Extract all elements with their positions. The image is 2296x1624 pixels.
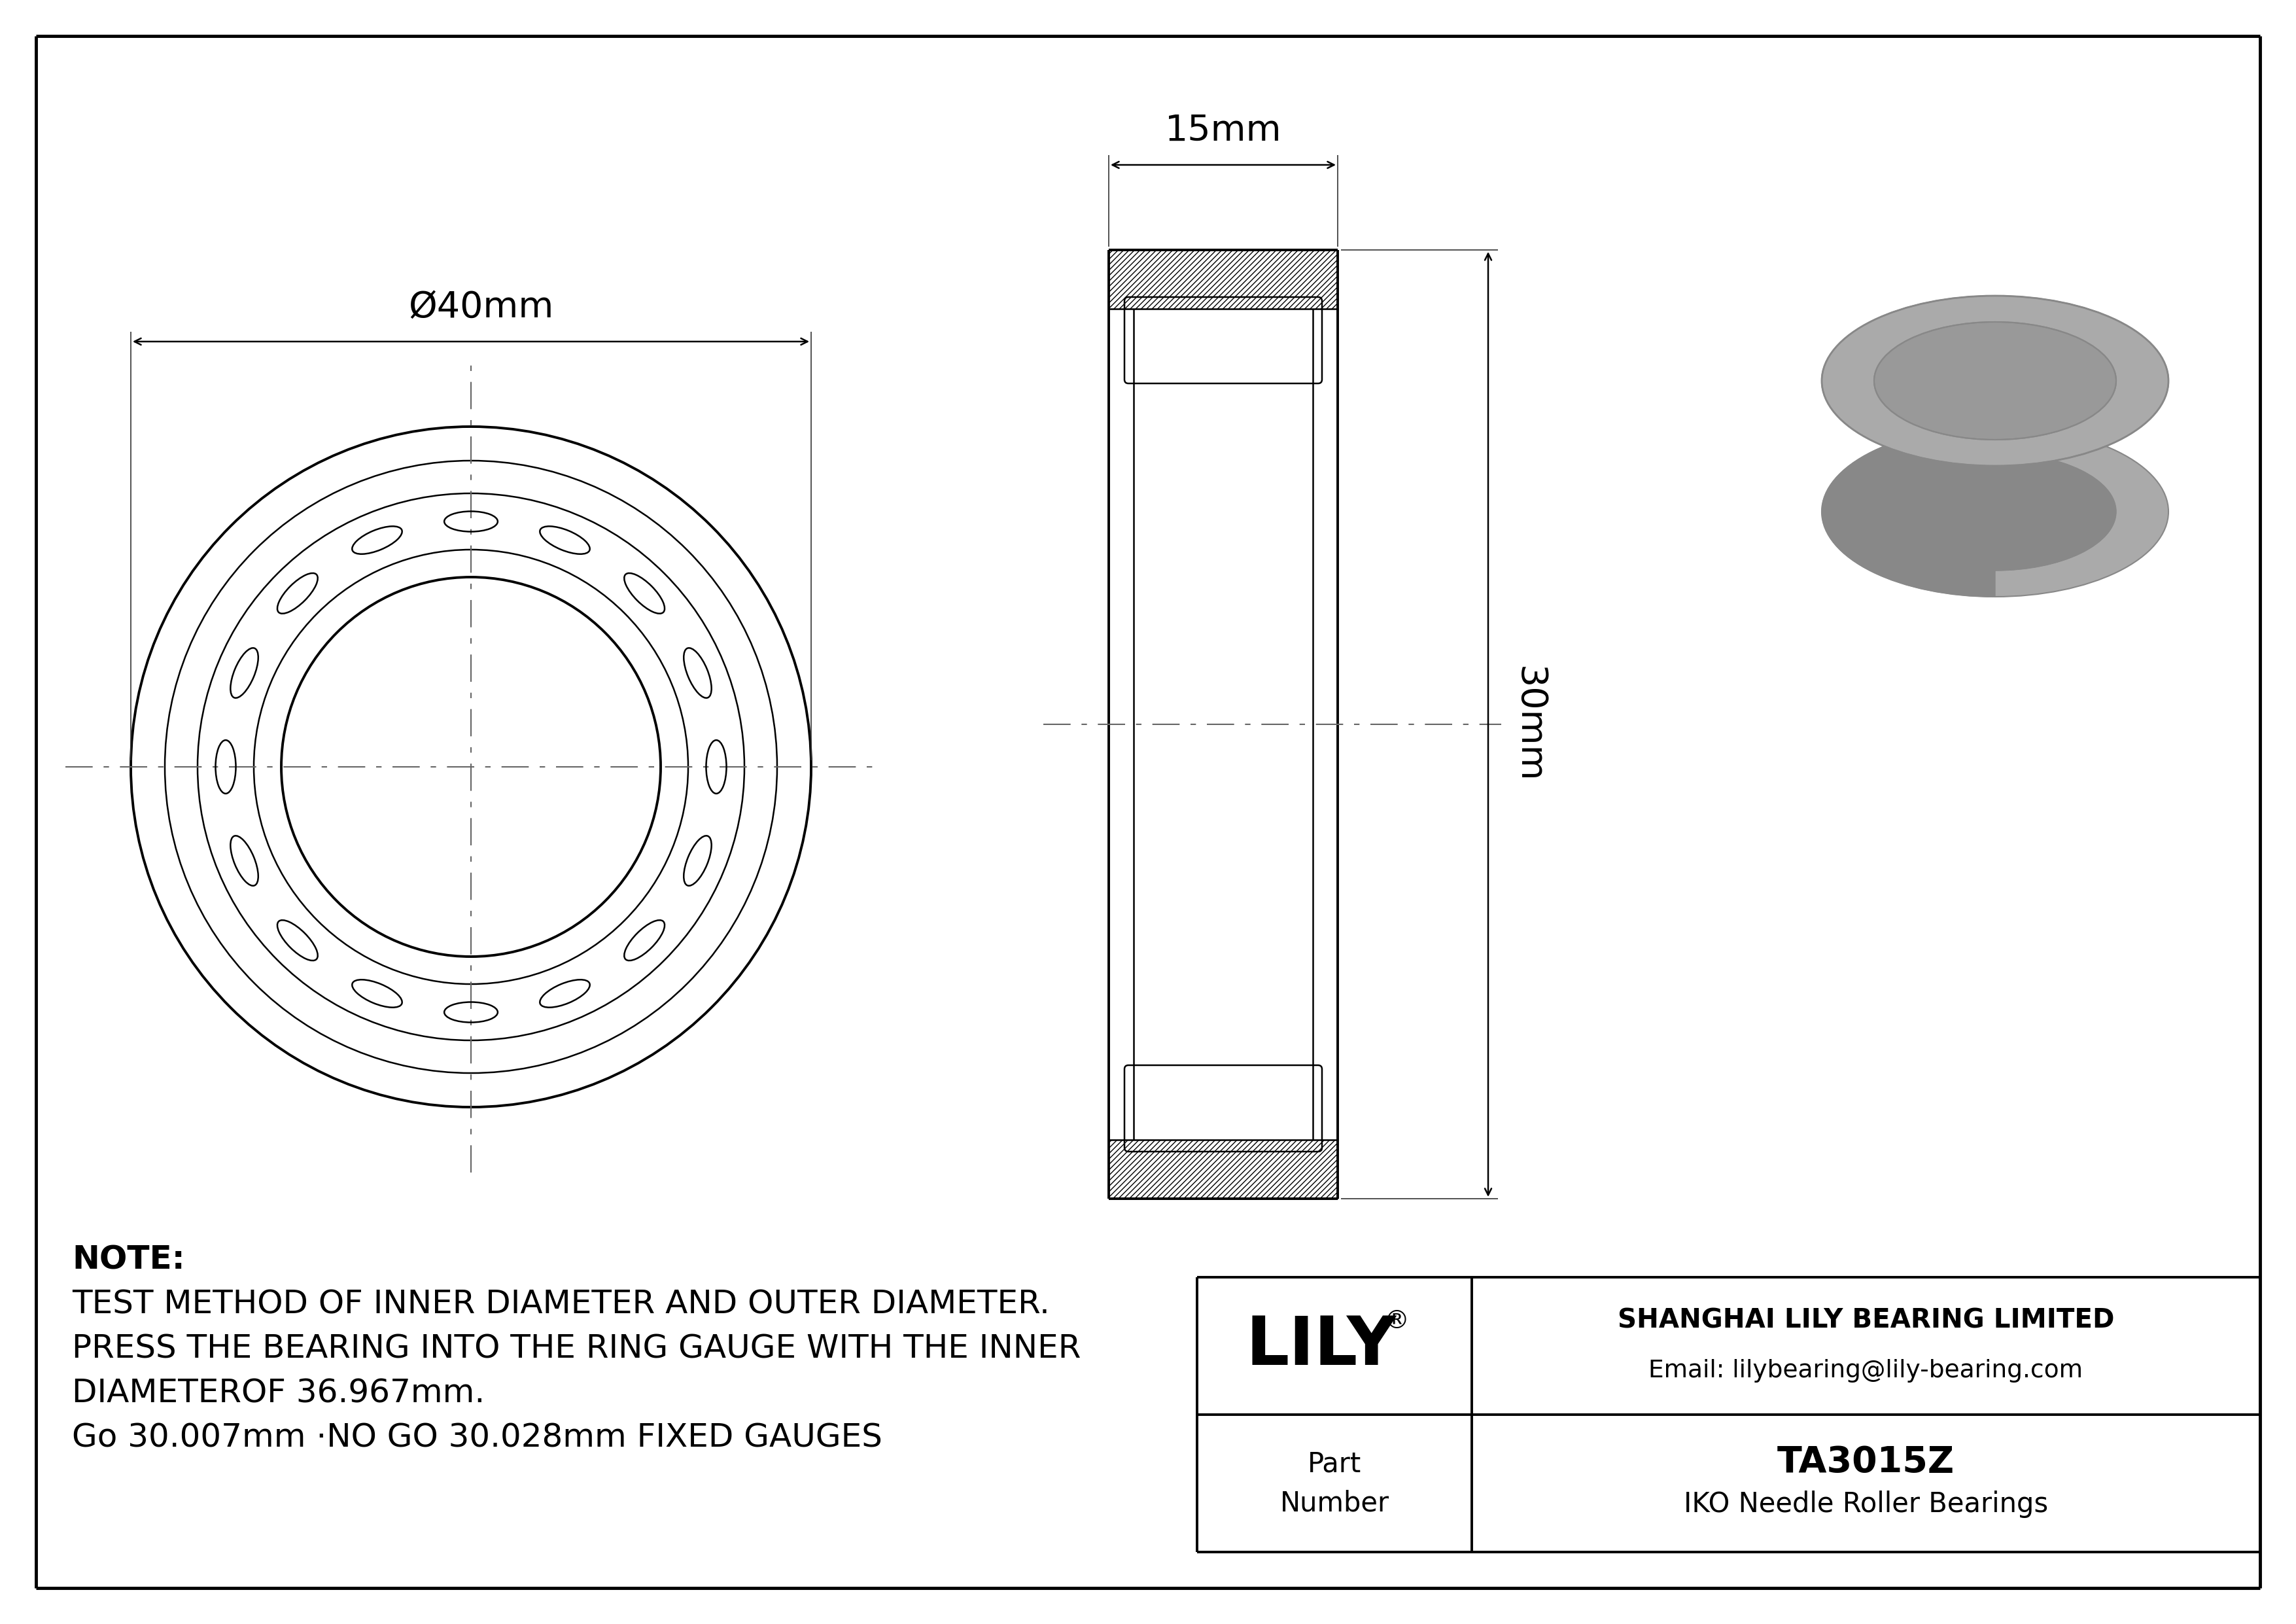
Text: DIAMETEROF 36.967mm.: DIAMETEROF 36.967mm. (71, 1379, 484, 1410)
Ellipse shape (1874, 322, 2117, 440)
Text: 30mm: 30mm (1511, 666, 1548, 783)
Polygon shape (1995, 322, 2117, 570)
Text: Ø40mm: Ø40mm (409, 289, 553, 325)
Text: TEST METHOD OF INNER DIAMETER AND OUTER DIAMETER.: TEST METHOD OF INNER DIAMETER AND OUTER … (71, 1289, 1049, 1320)
Text: PRESS THE BEARING INTO THE RING GAUGE WITH THE INNER: PRESS THE BEARING INTO THE RING GAUGE WI… (71, 1333, 1081, 1364)
Text: LILY: LILY (1247, 1312, 1396, 1379)
Ellipse shape (1874, 453, 2117, 570)
Text: SHANGHAI LILY BEARING LIMITED: SHANGHAI LILY BEARING LIMITED (1616, 1307, 2115, 1335)
Bar (1109, 250, 1339, 309)
Polygon shape (1821, 296, 1995, 596)
Ellipse shape (1821, 296, 2167, 466)
Text: IKO Needle Roller Bearings: IKO Needle Roller Bearings (1683, 1491, 2048, 1518)
Text: NOTE:: NOTE: (71, 1244, 186, 1276)
Text: Email: lilybearing@lily-bearing.com: Email: lilybearing@lily-bearing.com (1649, 1359, 2082, 1382)
Text: Part: Part (1306, 1450, 1362, 1478)
Text: Number: Number (1279, 1489, 1389, 1517)
Text: 15mm: 15mm (1164, 114, 1281, 148)
Ellipse shape (1821, 427, 2167, 596)
Text: Go 30.007mm ·NO GO 30.028mm FIXED GAUGES: Go 30.007mm ·NO GO 30.028mm FIXED GAUGES (71, 1423, 882, 1453)
Bar (1109, 1140, 1339, 1199)
Text: TA3015Z: TA3015Z (1777, 1445, 1954, 1479)
Text: ®: ® (1384, 1309, 1410, 1333)
